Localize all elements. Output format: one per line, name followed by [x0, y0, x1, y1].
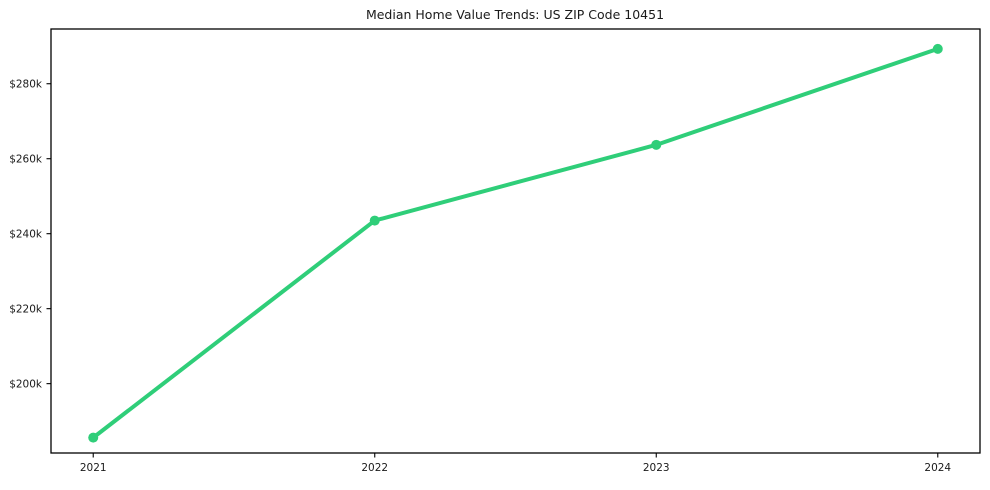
trend-line: [91, 46, 940, 440]
data-point: [369, 215, 380, 226]
data-points: [88, 43, 943, 443]
x-axis: 2021 2022 2023 2024: [80, 453, 951, 474]
y-tick-label: $200k: [9, 378, 43, 390]
x-tick-label: 2024: [924, 462, 951, 474]
y-tick-label: $260k: [9, 154, 43, 166]
y-tick-label: $220k: [9, 303, 43, 315]
chart-title: Median Home Value Trends: US ZIP Code 10…: [366, 7, 664, 22]
y-tick-label: $280k: [9, 79, 43, 91]
x-tick-label: 2022: [361, 462, 388, 474]
data-point: [651, 139, 662, 150]
data-point: [88, 432, 99, 443]
plot-border: [50, 28, 981, 454]
y-tick-label: $240k: [9, 228, 43, 240]
data-point: [932, 43, 943, 54]
x-tick-label: 2021: [80, 462, 107, 474]
y-axis: $200k $220k $240k $260k $280k: [9, 79, 51, 390]
x-tick-label: 2023: [643, 462, 670, 474]
